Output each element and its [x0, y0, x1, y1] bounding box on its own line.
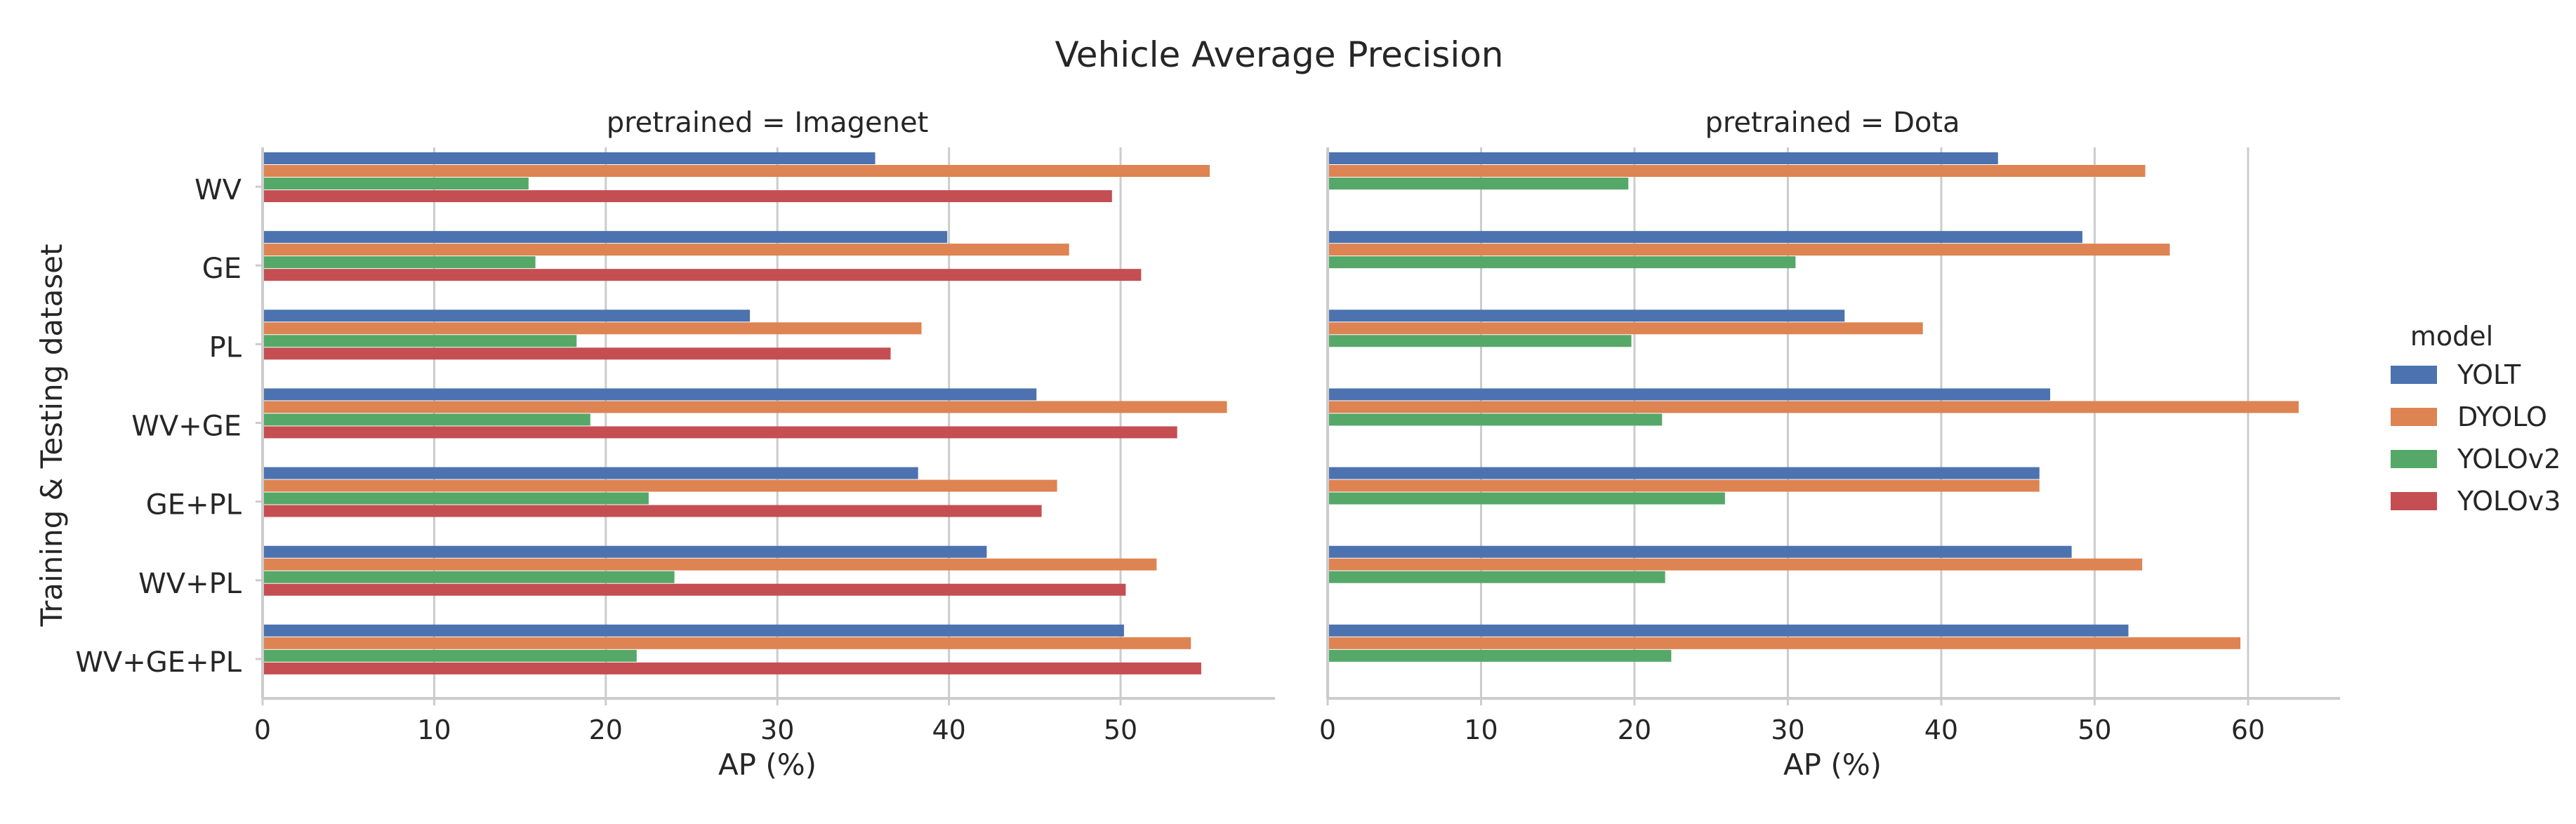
x-ticks-imagenet: 0 10 20 30 40 50	[254, 698, 1137, 745]
legend-label-dyolo: DYOLO	[2457, 401, 2547, 432]
bar-dota-ge-yolov2	[1328, 256, 1796, 269]
bar-imagenet-pl-dyolo	[263, 322, 922, 335]
legend-swatch-dyolo	[2391, 408, 2437, 426]
category-label-pl: PL	[209, 331, 242, 364]
bar-imagenet-pl-yolov2	[263, 335, 577, 347]
category-label-wv-ge-pl: WV+GE+PL	[75, 646, 242, 679]
bar-imagenet-wv-ge-pl-dyolo	[263, 637, 1191, 649]
chart-title: Vehicle Average Precision	[1055, 34, 1503, 75]
bar-imagenet-wv-ge-yolt	[263, 388, 1037, 401]
bar-imagenet-wv-pl-dyolo	[263, 558, 1157, 571]
legend-label-yolov3: YOLOv3	[2457, 486, 2561, 517]
bar-imagenet-wv-pl-yolov2	[263, 571, 675, 583]
legend: model YOLT DYOLO YOLOv2 YOLOv3	[2391, 321, 2561, 517]
bar-imagenet-ge-yolov3	[263, 269, 1142, 281]
bar-imagenet-wv-yolt	[263, 152, 876, 164]
bar-dota-ge-dyolo	[1328, 244, 2170, 256]
bar-dota-ge-yolt	[1328, 231, 2082, 244]
legend-label-yolt: YOLT	[2457, 359, 2521, 390]
bar-imagenet-wv-ge-pl-yolt	[263, 624, 1124, 637]
bar-imagenet-ge-yolov2	[263, 256, 536, 269]
panel-title-dota: pretrained = Dota	[1705, 107, 1960, 139]
x-tick-label-dota-40: 40	[1924, 715, 1958, 745]
bar-dota-wv-ge-pl-yolt	[1328, 624, 2129, 637]
legend-label-yolov2: YOLOv2	[2457, 444, 2561, 474]
bars-imagenet	[263, 152, 1227, 675]
bar-dota-pl-dyolo	[1328, 322, 1923, 335]
x-tick-label-imagenet-50: 50	[1104, 715, 1137, 745]
legend-swatch-yolt	[2391, 366, 2437, 384]
bar-dota-ge-pl-yolov2	[1328, 492, 1725, 505]
bar-dota-wv-pl-yolov2	[1328, 571, 1665, 583]
bar-imagenet-wv-pl-yolov3	[263, 583, 1126, 596]
x-axis-label-dota: AP (%)	[1783, 747, 1882, 782]
x-tick-label-dota-20: 20	[1618, 715, 1651, 745]
legend-swatch-yolov3	[2391, 492, 2437, 510]
bar-imagenet-wv-pl-yolt	[263, 545, 987, 558]
bar-imagenet-wv-ge-dyolo	[263, 401, 1227, 413]
bar-dota-ge-pl-yolt	[1328, 467, 2040, 479]
bar-imagenet-ge-pl-yolov3	[263, 505, 1042, 517]
panel-dota: pretrained = Dota 0 10 20 30 40 50 60 AP (%)	[1319, 107, 2340, 782]
x-tick-label-dota-50: 50	[2078, 715, 2111, 745]
category-label-ge-pl: GE+PL	[146, 489, 242, 521]
bar-dota-wv-pl-yolt	[1328, 545, 2072, 558]
x-tick-label-dota-0: 0	[1319, 715, 1336, 745]
bar-imagenet-ge-pl-yolov2	[263, 492, 649, 505]
axes-dota	[1326, 147, 2340, 700]
bar-dota-wv-dyolo	[1328, 165, 2146, 177]
y-axis-label: Training & Testing dataset	[34, 244, 69, 627]
bar-imagenet-pl-yolt	[263, 310, 751, 322]
x-tick-label-imagenet-10: 10	[417, 715, 451, 745]
x-tick-label-dota-60: 60	[2231, 715, 2265, 745]
bar-imagenet-pl-yolov3	[263, 347, 891, 360]
bar-imagenet-wv-ge-yolov3	[263, 426, 1177, 439]
bar-dota-wv-ge-pl-dyolo	[1328, 637, 2240, 649]
bar-imagenet-ge-pl-dyolo	[263, 479, 1057, 492]
bar-dota-wv-yolov2	[1328, 178, 1629, 190]
bar-imagenet-wv-dyolo	[263, 165, 1210, 177]
category-labels: WV GE PL WV+GE GE+PL WV+PL WV+GE+PL	[75, 174, 242, 679]
legend-swatch-yolov2	[2391, 450, 2437, 468]
bar-imagenet-wv-ge-pl-yolov2	[263, 649, 637, 662]
bar-imagenet-ge-pl-yolt	[263, 467, 918, 479]
bars-dota	[1328, 152, 2299, 662]
legend-title: model	[2410, 321, 2493, 352]
bar-imagenet-wv-yolov2	[263, 178, 529, 190]
x-tick-label-dota-10: 10	[1464, 715, 1498, 745]
legend-items: YOLT DYOLO YOLOv2 YOLOv3	[2391, 359, 2561, 517]
x-ticks-dota: 0 10 20 30 40 50 60	[1319, 698, 2265, 745]
panel-imagenet: pretrained = Imagenet WVGEPLWV+GEGE+PLWV…	[75, 107, 1275, 782]
x-axis-label-imagenet: AP (%)	[718, 747, 817, 782]
bar-dota-pl-yolt	[1328, 310, 1845, 322]
bar-imagenet-wv-ge-yolov2	[263, 413, 590, 426]
bar-imagenet-ge-dyolo	[263, 244, 1069, 256]
bar-imagenet-wv-ge-pl-yolov3	[263, 662, 1201, 675]
bar-dota-wv-ge-dyolo	[1328, 401, 2299, 413]
bar-dota-wv-ge-yolt	[1328, 388, 2051, 401]
category-label-ge: GE	[202, 253, 242, 285]
category-label-wv-ge: WV+GE	[131, 411, 242, 443]
x-tick-label-imagenet-30: 30	[760, 715, 794, 745]
bar-dota-wv-ge-pl-yolov2	[1328, 649, 1672, 662]
category-label-wv: WV	[194, 174, 242, 206]
x-tick-label-imagenet-20: 20	[589, 715, 623, 745]
panel-title-imagenet: pretrained = Imagenet	[607, 107, 929, 139]
x-tick-label-imagenet-40: 40	[932, 715, 965, 745]
x-tick-label-imagenet-0: 0	[254, 715, 271, 745]
bar-dota-wv-ge-yolov2	[1328, 413, 1663, 426]
bar-dota-ge-pl-dyolo	[1328, 479, 2040, 492]
category-label-wv-pl: WV+PL	[138, 568, 242, 600]
x-tick-label-dota-30: 30	[1771, 715, 1804, 745]
bar-dota-wv-yolt	[1328, 152, 1998, 164]
axes-imagenet	[256, 147, 1275, 700]
bar-imagenet-ge-yolt	[263, 231, 948, 244]
bar-dota-pl-yolov2	[1328, 335, 1632, 347]
bar-dota-wv-pl-dyolo	[1328, 558, 2143, 571]
bar-imagenet-wv-yolov3	[263, 190, 1112, 202]
